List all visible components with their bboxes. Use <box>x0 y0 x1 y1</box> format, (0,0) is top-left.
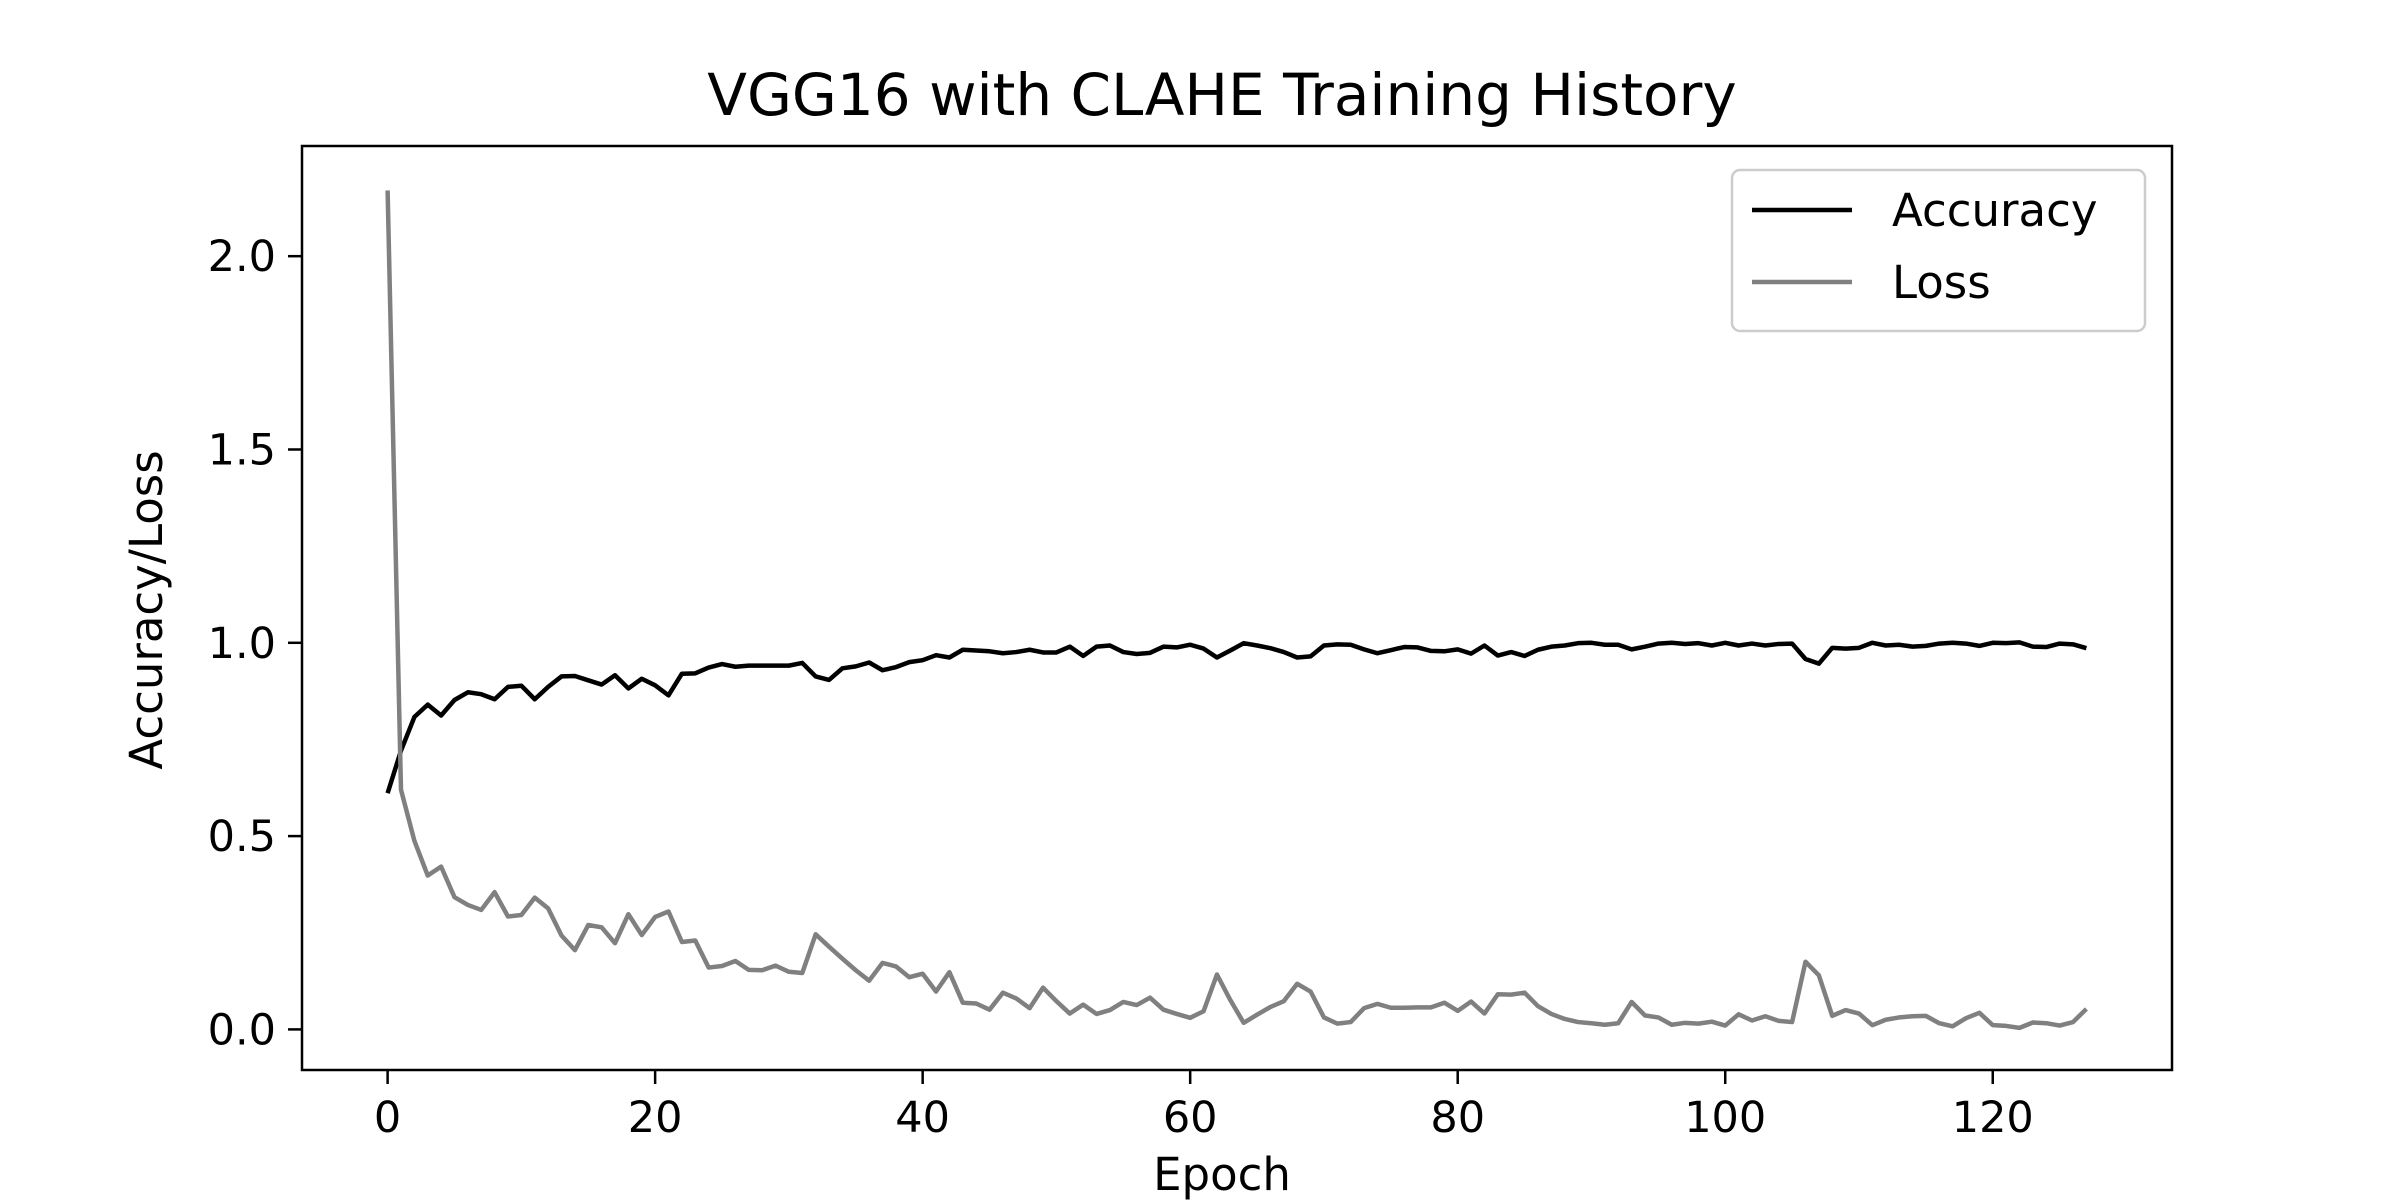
x-tick-label: 100 <box>1684 1093 1766 1143</box>
x-tick-label: 120 <box>1952 1093 2034 1143</box>
y-tick-label: 0.5 <box>208 812 276 862</box>
x-tick-label: 0 <box>374 1093 401 1143</box>
x-tick-label: 80 <box>1430 1093 1485 1143</box>
legend-label-accuracy: Accuracy <box>1892 184 2097 237</box>
series-layer <box>385 190 2088 1031</box>
x-tick-label: 60 <box>1163 1093 1218 1143</box>
y-tick-label: 0.0 <box>208 1005 276 1055</box>
series-line-loss <box>385 190 2088 1031</box>
y-axis: 0.0 0.5 1.0 1.5 2.0 <box>208 232 302 1055</box>
x-axis: 0 20 40 60 80 100 120 <box>374 1070 2034 1143</box>
x-tick-label: 40 <box>895 1093 950 1143</box>
legend: Accuracy Loss <box>1730 168 2147 333</box>
y-tick-label: 1.5 <box>208 425 276 475</box>
y-axis-label: Accuracy/Loss <box>120 450 173 769</box>
x-tick-label: 20 <box>628 1093 683 1143</box>
y-tick-label: 1.0 <box>208 619 276 669</box>
legend-label-loss: Loss <box>1892 256 1991 309</box>
plot-frame <box>300 144 2174 1072</box>
series-line-accuracy <box>385 640 2088 794</box>
y-tick-label: 2.0 <box>208 232 276 282</box>
chart-title: VGG16 with CLAHE Training History <box>707 61 1736 129</box>
x-axis-label: Epoch <box>1153 1148 1291 1200</box>
